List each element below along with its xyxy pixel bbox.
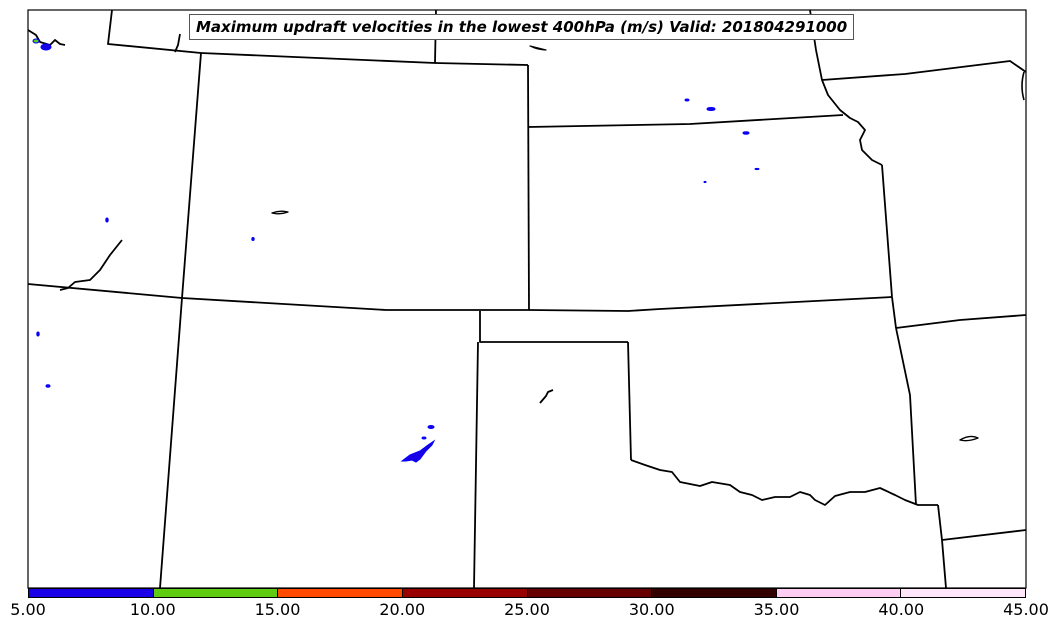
- colorbar-labels: 5.00 10.00 15.00 20.00 25.00 30.00 35.00 40.00 4…: [0, 600, 1060, 630]
- missouri-river: [809, 9, 883, 166]
- colorbar: [28, 588, 1026, 598]
- updraft-contour-nm: [400, 439, 436, 463]
- colorbar-segment: [29, 589, 154, 597]
- colorbar-tick-label: 35.00: [753, 600, 800, 619]
- updraft-contour-az2: [36, 331, 40, 337]
- colorbar-segment: [153, 589, 279, 597]
- colorbar-tick-label: 5.00: [10, 600, 46, 619]
- map-title: Maximum updraft velocities in the lowest…: [189, 14, 855, 40]
- red-river: [630, 459, 938, 506]
- colorbar-tick-label: 20.00: [379, 600, 426, 619]
- updraft-contours: [32, 38, 760, 463]
- updraft-contour-nm-small2: [421, 436, 427, 440]
- lake-ne: [529, 45, 547, 51]
- state-boundaries: [27, 9, 1027, 589]
- colorbar-segment: [901, 589, 1025, 597]
- oklahoma-panhandle-north: [479, 311, 628, 343]
- kansas-north-border: [527, 114, 844, 128]
- updraft-contour-az: [45, 384, 51, 388]
- map-border: [27, 9, 1027, 589]
- colorbar-segment: [278, 589, 403, 597]
- updraft-contour-ks1: [706, 107, 716, 111]
- updraft-contour-ks2: [684, 98, 690, 102]
- oklahoma-east-border: [895, 327, 917, 506]
- colorbar-segment: [776, 589, 902, 597]
- colorbar-tick-label: 40.00: [878, 600, 925, 619]
- updraft-contour-ks5: [754, 167, 760, 171]
- colorbar-segment: [402, 589, 528, 597]
- reservoir-nm: [539, 389, 554, 404]
- updraft-contour-ut: [40, 43, 52, 51]
- colorbar-tick-label: 15.00: [254, 600, 301, 619]
- colorbar-tick-label: 25.00: [504, 600, 550, 619]
- updraft-contour-ut2: [32, 38, 40, 44]
- updraft-contour-ut3: [105, 217, 109, 223]
- wyoming-south-border: [107, 9, 202, 54]
- lake-shoreline: [59, 239, 123, 291]
- colorbar-tick-label: 45.00: [1003, 600, 1049, 619]
- lake-wy: [271, 210, 289, 215]
- iowa-south-border: [821, 60, 1027, 81]
- colorbar-tick-label: 30.00: [628, 600, 675, 619]
- colorbar-segment: [527, 589, 653, 597]
- colorado-east-border: [527, 64, 530, 311]
- lake-ar: [959, 435, 979, 442]
- updraft-contour-ks3: [742, 131, 750, 135]
- updraft-contour-nm-small: [427, 425, 435, 429]
- colorbar-tick-label: 10.00: [129, 600, 176, 619]
- lake-mo: [1021, 71, 1025, 101]
- updraft-contour-co: [251, 237, 255, 241]
- arkansas-south: [941, 529, 1027, 541]
- texas-panhandle-east: [627, 341, 632, 461]
- new-mexico-east-border: [473, 341, 479, 589]
- reservoir-ut: [174, 33, 181, 53]
- updraft-contour-ks4: [703, 180, 707, 184]
- four-corners-line: [27, 283, 893, 312]
- colorbar-segment: [652, 589, 777, 597]
- missouri-south-border: [895, 314, 1027, 329]
